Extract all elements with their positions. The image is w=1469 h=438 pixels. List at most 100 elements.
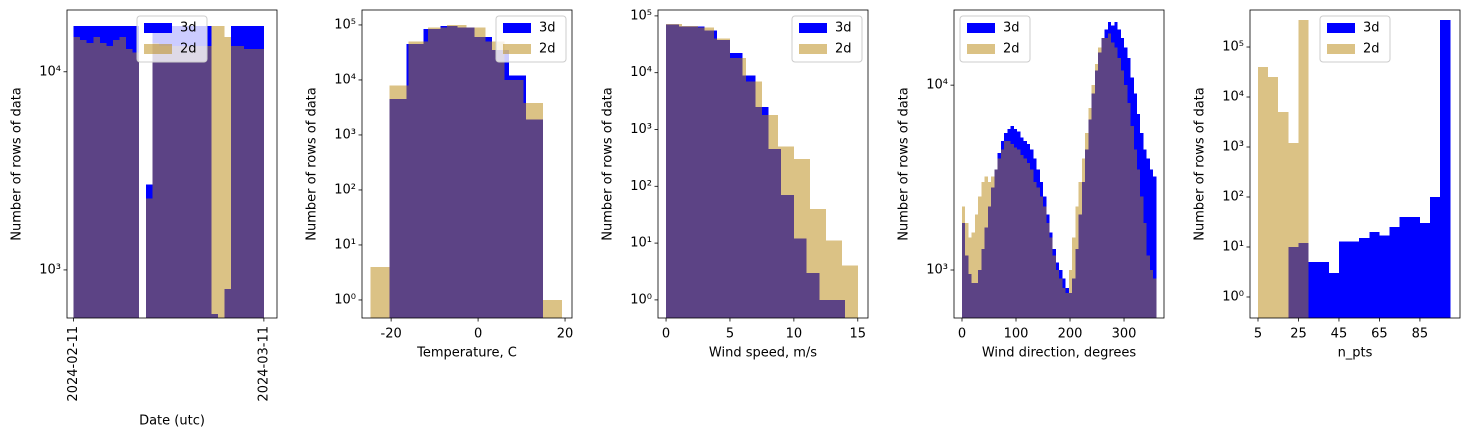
bar <box>1399 216 1410 318</box>
bar <box>1409 216 1420 318</box>
y-tick-label: 10¹ <box>1222 239 1244 254</box>
bar <box>86 42 94 318</box>
x-tick-label: 25 <box>1290 327 1307 342</box>
y-tick-label: 10⁴ <box>926 78 948 93</box>
y-tick-label: 10⁵ <box>1222 40 1244 55</box>
bar <box>1389 227 1400 318</box>
subplot: 2024-02-11 2024-03-11 10³ 10⁴ Date (utc) Numb… <box>10 9 278 429</box>
bar <box>1000 149 1005 318</box>
bar <box>1127 103 1131 318</box>
bar <box>158 45 166 319</box>
bar <box>165 45 172 319</box>
bar <box>1007 140 1011 318</box>
bar <box>1430 197 1441 318</box>
y-tick-label: 10⁰ <box>630 292 652 307</box>
bar <box>1111 42 1115 319</box>
bar <box>224 36 232 318</box>
legend-swatch <box>1327 23 1355 33</box>
bar <box>1081 158 1086 318</box>
y-tick-label: 10⁵ <box>334 17 356 32</box>
bar <box>1146 255 1150 318</box>
bar <box>1268 77 1279 318</box>
y-axis-label: Number of rows of data <box>1193 87 1208 241</box>
bar <box>1033 181 1037 318</box>
y-tick-label: 10⁰ <box>334 292 356 307</box>
bar <box>447 24 467 319</box>
x-tick-label: 0 <box>474 327 482 342</box>
y-axis-label: Number of rows of data <box>601 87 616 241</box>
x-axis-label: n_pts <box>1338 346 1373 361</box>
bar <box>126 49 133 319</box>
bar <box>1059 278 1063 318</box>
x-tick-label: 2024-02-11 <box>66 326 81 402</box>
bar <box>1136 169 1141 318</box>
bar <box>217 26 225 319</box>
bar <box>1075 206 1079 318</box>
bar <box>1020 154 1024 318</box>
bar <box>1030 169 1034 318</box>
legend-swatch <box>799 23 827 33</box>
x-tick-label: 0 <box>958 327 966 342</box>
bar <box>1153 278 1157 318</box>
x-tick-label: 2024-03-11 <box>256 326 271 402</box>
bar <box>237 45 245 319</box>
bar <box>1101 37 1105 319</box>
legend-swatch <box>144 44 172 54</box>
legend-swatch <box>1327 44 1355 54</box>
bar <box>99 42 107 318</box>
bar <box>1017 149 1021 318</box>
bar <box>1143 222 1147 318</box>
bar <box>211 26 218 319</box>
bar <box>968 237 972 318</box>
bar <box>971 232 975 318</box>
bar <box>981 181 985 318</box>
legend-swatch <box>967 23 995 33</box>
bar <box>389 85 409 318</box>
bar <box>178 45 186 319</box>
bar <box>466 27 486 318</box>
legend-swatch <box>967 44 995 54</box>
bar <box>1149 169 1154 318</box>
bar <box>542 299 562 318</box>
bar <box>1088 108 1092 318</box>
bar <box>1328 273 1339 318</box>
y-tick-label: 10⁰ <box>1222 289 1244 304</box>
bar <box>80 39 87 318</box>
bar <box>1369 231 1380 318</box>
legend-label: 3d <box>180 21 197 36</box>
bar <box>1298 19 1309 318</box>
bar <box>250 49 258 319</box>
y-tick-label: 10¹ <box>630 236 652 251</box>
bar <box>1104 37 1108 319</box>
bar <box>1065 293 1069 318</box>
y-tick-label: 10¹ <box>334 237 356 252</box>
legend-label: 2d <box>180 42 197 57</box>
x-tick-label: -20 <box>381 327 402 342</box>
bar <box>1419 223 1431 318</box>
legend-label: 2d <box>1363 42 1380 57</box>
bar <box>745 81 762 318</box>
x-tick-label: 85 <box>1412 327 1429 342</box>
bar <box>1107 33 1112 319</box>
y-axis-label: Number of rows of data <box>10 87 25 241</box>
x-tick-label: 65 <box>1371 327 1388 342</box>
legend-swatch <box>799 44 827 54</box>
legend-label: 2d <box>1003 42 1020 57</box>
bar <box>1318 262 1329 318</box>
bar <box>1062 287 1066 318</box>
x-tick-label: 200 <box>1058 327 1083 342</box>
x-tick-label: 100 <box>1004 327 1029 342</box>
bar <box>1338 241 1350 318</box>
bar <box>1130 126 1134 318</box>
x-axis-label: Wind direction, degrees <box>982 346 1137 361</box>
bar <box>172 45 179 319</box>
y-tick-label: 10⁵ <box>630 8 652 23</box>
bar <box>841 265 858 318</box>
bar <box>1078 181 1082 318</box>
x-tick-label: 10 <box>786 327 803 342</box>
x-axis-label: Wind speed, m/s <box>709 346 817 361</box>
y-tick-label: 10⁴ <box>334 72 356 87</box>
bar <box>777 146 794 318</box>
